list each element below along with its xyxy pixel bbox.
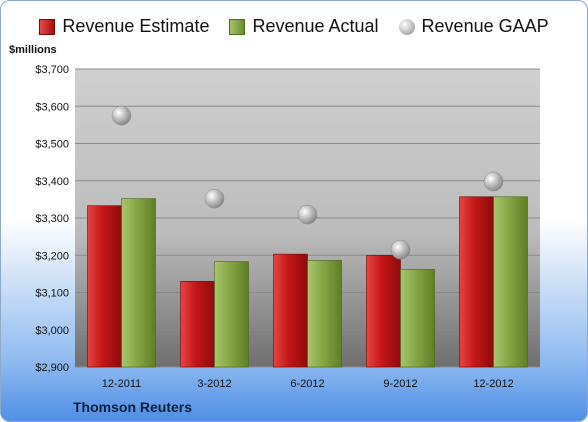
legend-swatch-actual [229,18,246,35]
bar-revenue-actual [214,261,249,368]
legend-swatch-gaap [398,18,415,35]
legend-label-gaap: Revenue GAAP [421,16,549,36]
legend-swatch-estimate [39,18,56,35]
legend: Revenue Estimate Revenue Actual Revenue … [1,16,587,37]
x-tick-label: 6-2012 [290,378,324,390]
bar-revenue-estimate [180,281,215,368]
x-tick-label: 9-2012 [383,378,417,390]
legend-item-actual: Revenue Actual [229,16,379,37]
y-tick-labels: $2,900 $3,000 $3,100 $3,200 $3,300 $3,400 $3,5… [35,64,69,374]
bar-revenue-actual [121,198,156,368]
gaap-markers [111,105,504,260]
y-tick-label: $2,900 [35,362,69,374]
bars [87,196,528,368]
y-tick-label: $3,100 [35,288,69,300]
bar-revenue-actual [400,269,435,368]
bar-revenue-estimate [366,254,401,368]
legend-label-estimate: Revenue Estimate [62,16,210,36]
bar-revenue-estimate [87,205,122,368]
marker-revenue-gaap [390,239,411,260]
legend-label-actual: Revenue Actual [252,16,379,36]
y-axis-label: $millions [9,44,57,56]
y-tick-label: $3,500 [35,139,69,151]
y-tick-label: $3,200 [35,250,69,262]
marker-revenue-gaap [483,171,504,192]
bar-revenue-actual [307,260,342,368]
legend-item-estimate: Revenue Estimate [39,16,209,37]
marker-revenue-gaap [204,188,225,209]
bar-revenue-estimate [459,196,494,368]
marker-revenue-gaap [111,105,132,126]
bar-revenue-actual [493,196,528,368]
x-tick-label: 12-2012 [473,378,513,390]
legend-item-gaap: Revenue GAAP [398,16,549,37]
x-tick-label: 12-2011 [102,378,142,390]
y-tick-label: $3,600 [35,101,69,113]
x-tick-labels: 12-2011 3-2012 6-2012 9-2012 12-2012 [102,378,514,390]
y-tick-label: $3,300 [35,213,69,225]
source-label: Thomson Reuters [73,399,193,415]
marker-revenue-gaap [297,204,318,225]
y-tick-label: $3,700 [35,64,69,76]
bar-revenue-estimate [273,253,308,368]
x-tick-label: 3-2012 [197,378,231,390]
y-tick-label: $3,400 [35,176,69,188]
y-tick-label: $3,000 [35,325,69,337]
